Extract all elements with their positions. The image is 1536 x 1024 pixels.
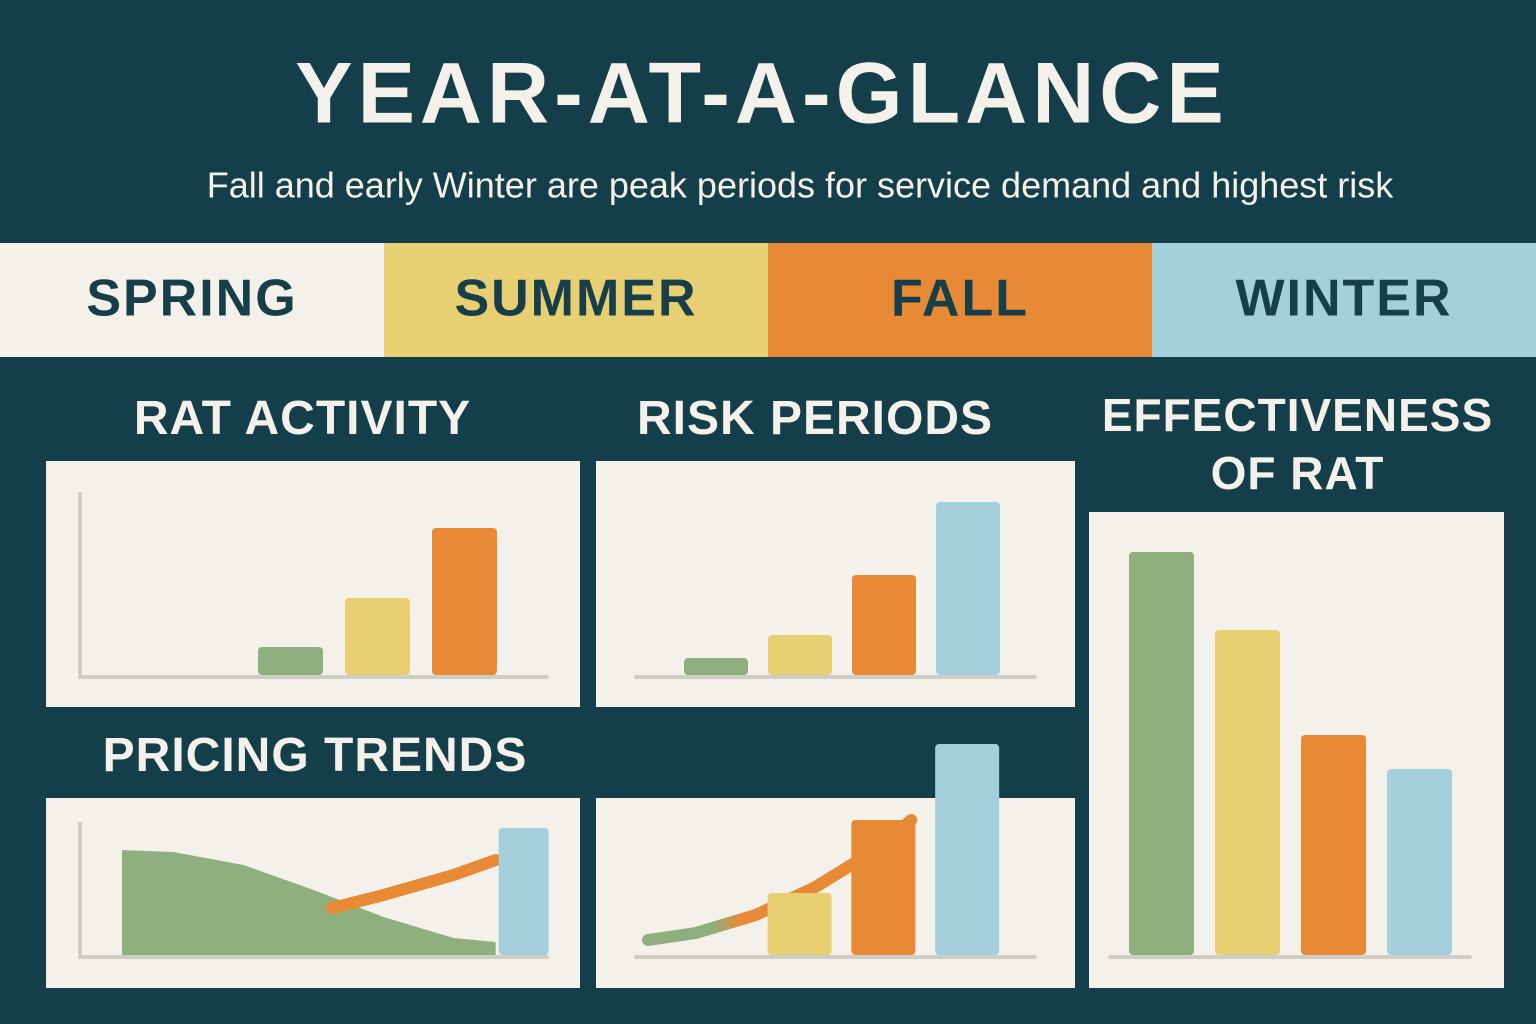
bar	[498, 828, 549, 955]
bar	[936, 502, 1000, 675]
season-label: WINTER	[1235, 270, 1452, 328]
bar	[258, 647, 323, 675]
bar	[852, 575, 916, 675]
season-band	[1152, 243, 1536, 357]
chart	[634, 744, 1037, 959]
chart	[634, 502, 1037, 679]
chart-title: RISK PERIODS	[636, 392, 994, 445]
bar	[935, 744, 1000, 955]
season-band	[384, 243, 769, 357]
bar	[345, 598, 410, 675]
season-label: SUMMER	[454, 270, 697, 328]
chart-panel	[596, 798, 1075, 988]
area	[122, 850, 496, 955]
bar	[768, 635, 832, 675]
chart	[1108, 552, 1472, 959]
season-band	[768, 243, 1153, 357]
chart-title: RAT ACTIVITY	[133, 392, 472, 445]
chart	[78, 822, 549, 959]
subtitle: Fall and early Winter are peak periods f…	[207, 165, 1395, 206]
bar	[1129, 552, 1194, 955]
bar	[1301, 735, 1366, 955]
chart-title: PRICING TRENDS	[102, 729, 528, 782]
chart-panel	[596, 461, 1075, 707]
bar	[851, 820, 916, 955]
chart	[78, 492, 549, 679]
title: YEAR-AT-A-GLANCE	[295, 46, 1229, 142]
bar	[1387, 769, 1452, 955]
line	[326, 854, 502, 914]
season-label: FALL	[891, 270, 1029, 328]
season-band	[0, 243, 385, 357]
bar	[767, 893, 832, 955]
season-label: SPRING	[86, 270, 297, 328]
bar	[432, 528, 497, 675]
bar	[684, 658, 748, 675]
chart-title: EFFECTIVENESS OF RAT CONTROL	[1101, 389, 1494, 556]
bar	[1215, 630, 1280, 955]
